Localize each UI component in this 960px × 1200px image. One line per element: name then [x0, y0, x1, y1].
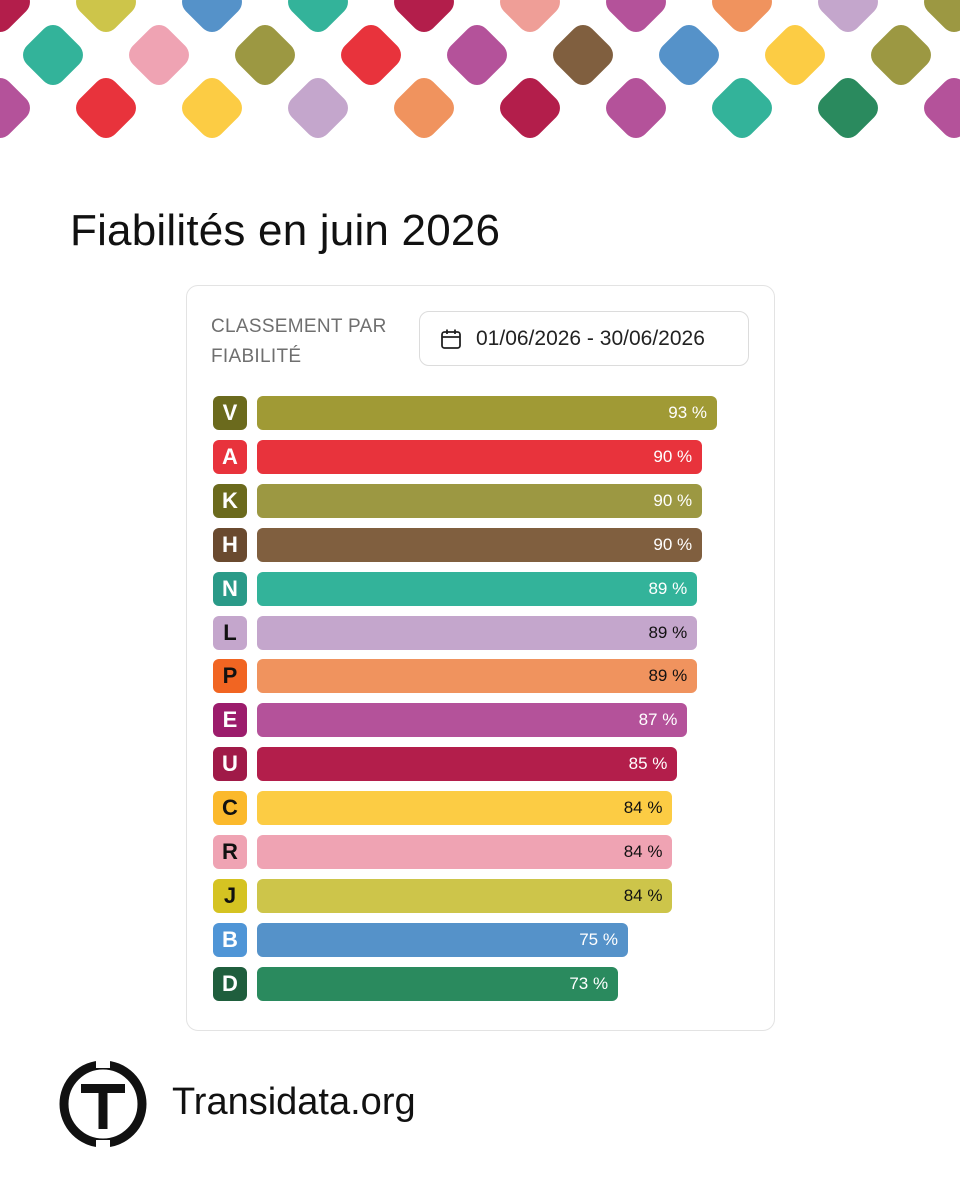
pattern-tile	[0, 78, 30, 138]
pattern-tile	[288, 0, 348, 32]
pattern-tile	[394, 0, 454, 32]
pattern-tile	[712, 0, 772, 32]
bar-row-c: C 84 %	[213, 791, 753, 826]
line-badge-j: J	[213, 878, 247, 913]
bar-v: 93 %	[257, 396, 717, 430]
footer-brand: Transidata.org	[172, 1081, 416, 1123]
bar-row-n: N 89 %	[213, 571, 753, 606]
calendar-icon	[440, 328, 462, 350]
pattern-tile	[765, 25, 825, 85]
bar-row-a: A 90 %	[213, 439, 753, 474]
bar-value-label: 84 %	[623, 798, 663, 818]
bar-u: 85 %	[257, 747, 678, 782]
pattern-tile	[129, 25, 189, 85]
pattern-tile	[924, 0, 960, 32]
bar-h: 90 %	[257, 527, 703, 562]
bar-row-e: E 87 %	[213, 703, 753, 738]
bar-p: 89 %	[257, 659, 698, 694]
pattern-tile	[182, 0, 242, 32]
pattern-tile	[871, 25, 931, 85]
bar-row-b: B 75 %	[213, 922, 753, 957]
pattern-tile	[712, 78, 772, 138]
bar-value-label: 89 %	[648, 666, 688, 686]
bar-value-label: 85 %	[628, 754, 668, 774]
bar-a: 90 %	[257, 439, 703, 474]
bar-value-label: 90 %	[653, 534, 693, 554]
line-badge-e: E	[213, 703, 247, 738]
bar-row-j: J 84 %	[213, 878, 753, 913]
bar-row-u: U 85 %	[213, 747, 753, 782]
bar-value-label: 89 %	[648, 622, 688, 642]
line-badge-c: C	[213, 791, 247, 826]
pattern-tile	[606, 0, 666, 32]
line-badge-d: D	[213, 966, 247, 1001]
pattern-tile	[818, 0, 878, 32]
bar-c: 84 %	[257, 791, 673, 826]
pattern-tile	[0, 0, 30, 32]
line-badge-r: R	[213, 835, 247, 869]
line-badge-u: U	[213, 747, 247, 782]
bar-value-label: 84 %	[623, 842, 663, 861]
pattern-tile	[553, 25, 613, 85]
bar-n: 89 %	[257, 571, 698, 606]
bar-l: 89 %	[257, 615, 698, 650]
reliability-bar-chart: V 93 % A 90 % K 90 % H 90 % N 89 % L 89 % P 89 % E 87 %…	[213, 396, 753, 1006]
line-badge-n: N	[213, 571, 247, 606]
line-badge-v: V	[213, 396, 247, 430]
transidata-logo-icon	[58, 1059, 148, 1149]
bar-row-k: K 90 %	[213, 483, 753, 518]
bar-value-label: 90 %	[653, 490, 693, 510]
bar-row-p: P 89 %	[213, 659, 753, 694]
bar-r: 84 %	[257, 835, 673, 869]
reliability-ranking-card: CLASSEMENT PAR FIABILITÉ 01/06/2026 - 30…	[186, 285, 775, 1031]
pattern-tile	[76, 0, 136, 32]
line-badge-k: K	[213, 483, 247, 518]
line-badge-p: P	[213, 659, 247, 694]
date-range-text: 01/06/2026 - 30/06/2026	[476, 326, 705, 350]
bar-value-label: 75 %	[579, 929, 618, 949]
bar-row-l: L 89 %	[213, 615, 753, 650]
date-range-picker[interactable]: 01/06/2026 - 30/06/2026	[419, 311, 749, 366]
pattern-tile	[447, 25, 507, 85]
bar-value-label: 90 %	[653, 446, 693, 466]
bar-value-label: 87 %	[638, 710, 678, 730]
pattern-tile	[182, 78, 242, 138]
line-badge-b: B	[213, 922, 247, 957]
bar-value-label: 93 %	[668, 403, 707, 422]
ranking-label: CLASSEMENT PAR FIABILITÉ	[211, 316, 387, 367]
line-badge-a: A	[213, 439, 247, 474]
bar-row-r: R 84 %	[213, 835, 753, 869]
bar-row-v: V 93 %	[213, 396, 753, 430]
pattern-tile	[235, 25, 295, 85]
pattern-tile	[500, 0, 560, 32]
bar-value-label: 73 %	[569, 973, 609, 993]
pattern-tile	[606, 78, 666, 138]
line-badge-l: L	[213, 615, 247, 650]
bar-value-label: 84 %	[623, 885, 663, 905]
bar-row-h: H 90 %	[213, 527, 753, 562]
bar-value-label: 89 %	[648, 578, 688, 598]
page-title: Fiabilités en juin 2026	[70, 206, 501, 255]
pattern-tile	[394, 78, 454, 138]
pattern-tile	[924, 78, 960, 138]
pattern-tile	[500, 78, 560, 138]
pattern-tile	[341, 25, 401, 85]
pattern-tile	[23, 25, 83, 85]
decorative-tile-pattern	[0, 0, 960, 150]
pattern-tile	[288, 78, 348, 138]
line-badge-h: H	[213, 527, 247, 562]
pattern-tile	[76, 78, 136, 138]
pattern-tile	[818, 78, 878, 138]
bar-j: 84 %	[257, 878, 673, 913]
pattern-tile	[659, 25, 719, 85]
bar-d: 73 %	[257, 966, 619, 1001]
bar-b: 75 %	[257, 922, 628, 957]
bar-row-d: D 73 %	[213, 966, 753, 1001]
bar-e: 87 %	[257, 703, 688, 738]
bar-k: 90 %	[257, 483, 703, 518]
